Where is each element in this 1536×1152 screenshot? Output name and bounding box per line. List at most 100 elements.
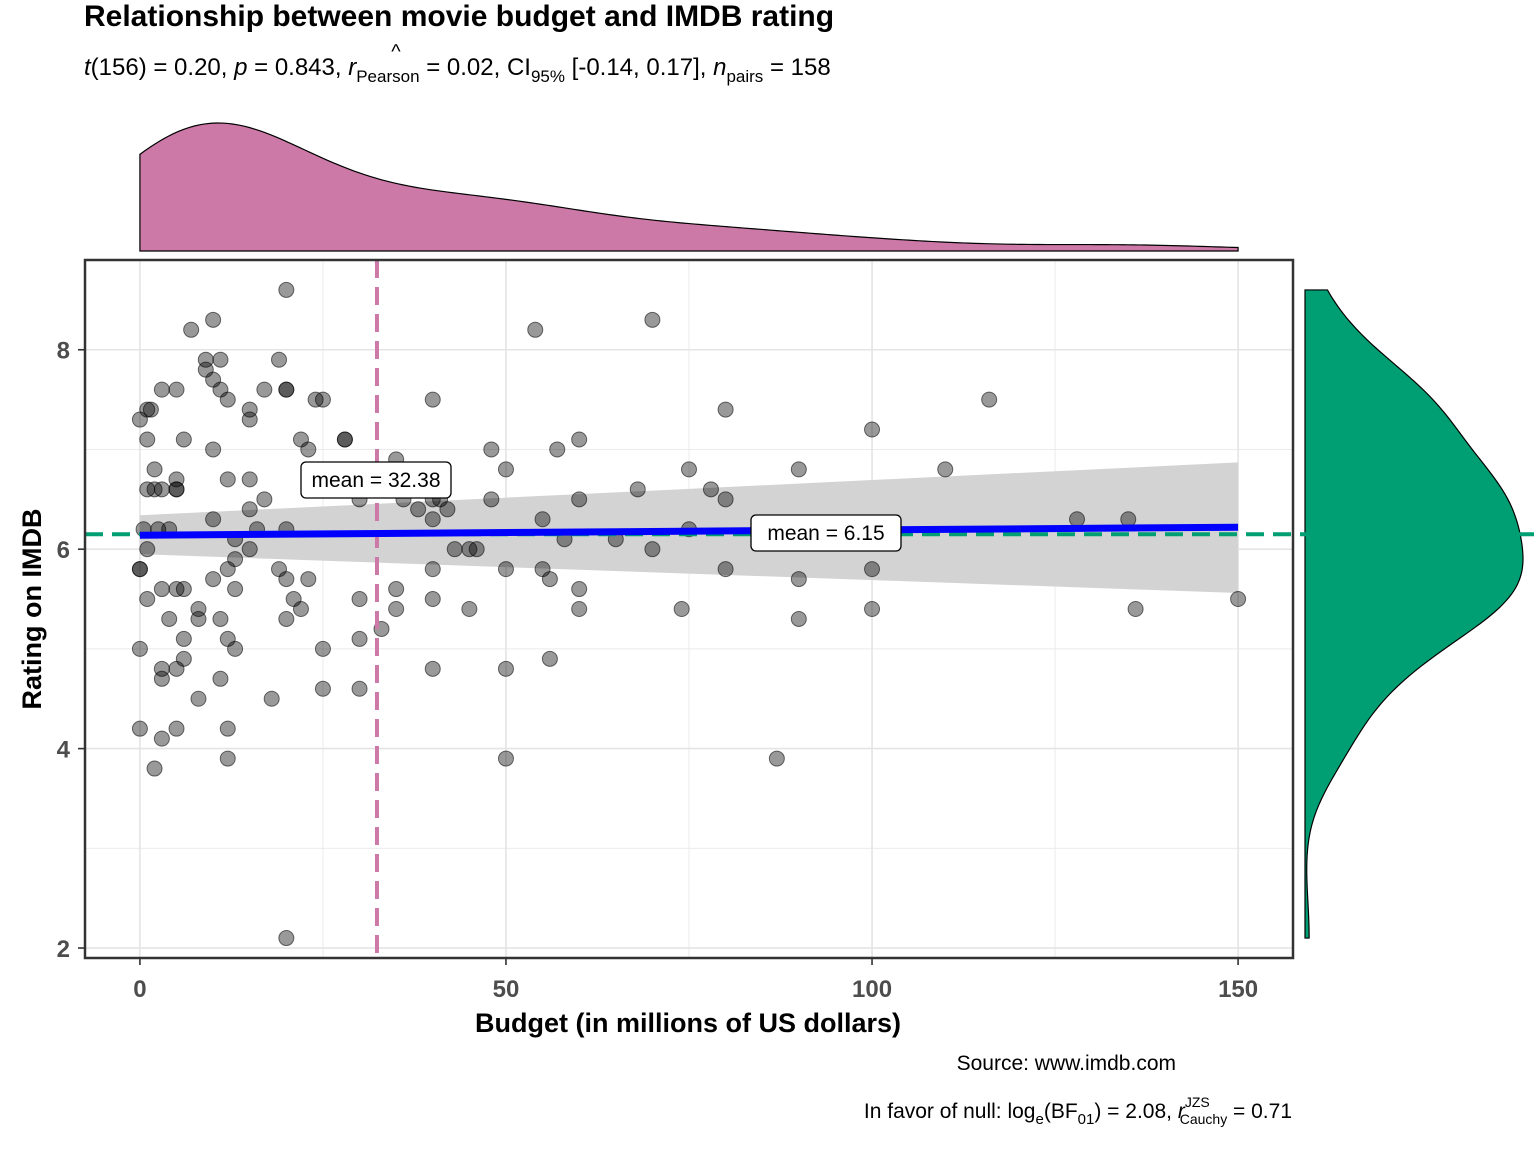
data-point <box>190 690 207 707</box>
bf-scale: = 0.71 <box>1227 1100 1292 1123</box>
data-point <box>146 760 163 777</box>
data-point <box>278 571 295 588</box>
data-point <box>256 491 273 508</box>
data-point <box>212 670 229 687</box>
subtitle-n: n <box>713 54 726 81</box>
data-point <box>139 401 156 418</box>
data-point <box>468 541 485 558</box>
subtitle-ci-value: [-0.14, 0.17], <box>565 54 713 81</box>
data-point <box>1230 591 1247 608</box>
data-point <box>1069 511 1086 528</box>
y-mean-label-equals: = <box>820 522 844 545</box>
data-point <box>424 391 441 408</box>
data-point <box>175 650 192 667</box>
bf-prefix: In favor of null: log <box>864 1100 1036 1123</box>
data-point <box>497 750 514 767</box>
data-point <box>410 501 427 518</box>
data-point <box>278 281 295 298</box>
subtitle-t-value: (156) = 0.20, <box>91 54 234 81</box>
data-point <box>278 930 295 947</box>
data-point <box>717 491 734 508</box>
y-tick-label: 8 <box>57 338 70 365</box>
data-point <box>227 581 244 598</box>
data-point <box>497 461 514 478</box>
data-point <box>241 471 258 488</box>
data-point <box>168 720 185 737</box>
caption-source: Source: www.imdb.com <box>957 1052 1176 1075</box>
x-tick-label: 150 <box>1218 976 1258 1003</box>
data-point <box>168 381 185 398</box>
data-point <box>388 601 405 617</box>
data-point <box>461 601 478 617</box>
subtitle-ci-sub: 95% <box>531 67 565 86</box>
data-point <box>549 441 566 458</box>
data-point <box>717 561 734 578</box>
y-tick-label: 6 <box>57 537 70 564</box>
data-point <box>541 571 558 588</box>
data-point <box>483 441 500 458</box>
y-tick-label: 2 <box>57 936 70 963</box>
data-point <box>278 381 295 398</box>
data-point <box>131 640 148 657</box>
x-mean-label-value: 32.38 <box>388 469 441 492</box>
bf-sub2: Cauchy <box>1180 1111 1227 1127</box>
data-point <box>644 541 661 558</box>
x-tick-label: 50 <box>493 976 520 1003</box>
x-mean-label-text: mean = 32.38 <box>311 469 440 492</box>
bf-sup: JZS <box>1185 1094 1210 1110</box>
data-point <box>681 461 697 478</box>
data-point <box>256 381 273 398</box>
data-point <box>227 551 244 568</box>
subtitle-p-value: = 0.843, <box>247 54 348 81</box>
subtitle-r-sub: Pearson <box>356 67 419 86</box>
data-point <box>139 591 156 608</box>
y-mean-label-word: mean <box>767 522 820 545</box>
data-point <box>241 411 258 428</box>
data-point <box>439 501 456 518</box>
y-mean-label-box <box>750 514 902 552</box>
data-point <box>336 431 353 448</box>
caption-bayes-factor: In favor of null: loge(BF01) = 2.08, rJZ… <box>864 1094 1292 1128</box>
regression-line-group <box>139 523 1239 539</box>
data-point <box>212 610 229 627</box>
bf-log-base: e <box>1036 1111 1044 1128</box>
data-point <box>702 481 719 498</box>
data-point <box>219 391 236 408</box>
x-tick-label: 0 <box>133 976 146 1003</box>
bf-value: ) = 2.08, <box>1094 1100 1177 1123</box>
data-point <box>351 630 368 647</box>
data-point <box>571 601 588 617</box>
data-point <box>1127 601 1144 617</box>
data-point <box>541 650 558 667</box>
data-point <box>768 750 785 767</box>
data-point <box>864 601 881 617</box>
x-marginal-density <box>139 122 1239 252</box>
data-point <box>497 660 514 677</box>
data-point <box>212 351 229 368</box>
subtitle-n-sub: pairs <box>726 67 763 86</box>
data-point <box>146 461 163 478</box>
data-point <box>153 670 170 687</box>
chart-title: Relationship between movie budget and IM… <box>84 0 834 33</box>
subtitle-p: p <box>233 54 247 81</box>
bf-open: (BF <box>1044 1100 1078 1123</box>
data-point <box>139 541 156 558</box>
data-point <box>673 601 690 617</box>
data-point <box>153 581 170 598</box>
data-point <box>314 391 331 408</box>
data-point <box>424 511 441 528</box>
data-point <box>205 441 222 458</box>
data-point <box>219 720 236 737</box>
data-point <box>263 690 280 707</box>
data-point <box>571 581 588 598</box>
data-point <box>424 561 441 578</box>
x-density-curve <box>139 122 1239 252</box>
data-point <box>534 511 551 528</box>
data-point <box>227 640 244 657</box>
x-mean-label: mean = 32.38 <box>300 461 452 499</box>
data-point <box>300 441 317 458</box>
x-mean-label-equals: = <box>364 469 388 492</box>
y-axis-ticks: 2 4 6 8 <box>57 338 85 963</box>
data-point <box>183 321 200 338</box>
